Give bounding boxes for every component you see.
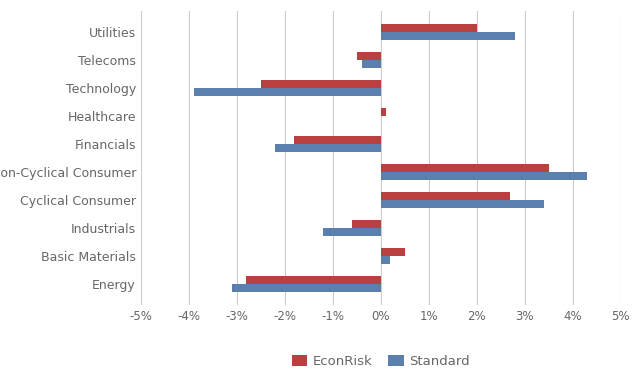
Bar <box>381 108 385 116</box>
Bar <box>381 172 588 180</box>
Bar <box>261 80 381 88</box>
Bar <box>381 201 544 208</box>
Bar <box>275 144 381 152</box>
Bar <box>381 256 390 264</box>
Bar <box>381 24 477 32</box>
Bar <box>232 284 381 292</box>
Bar <box>381 192 511 200</box>
Bar <box>352 220 381 228</box>
Bar <box>246 276 381 284</box>
Bar <box>357 52 381 60</box>
Bar <box>381 248 404 256</box>
Bar <box>381 164 548 172</box>
Bar <box>381 32 515 40</box>
Bar <box>362 60 381 68</box>
Legend: EconRisk, Standard: EconRisk, Standard <box>286 350 476 372</box>
Bar <box>323 228 381 236</box>
Bar <box>294 136 381 144</box>
Bar <box>193 89 381 96</box>
